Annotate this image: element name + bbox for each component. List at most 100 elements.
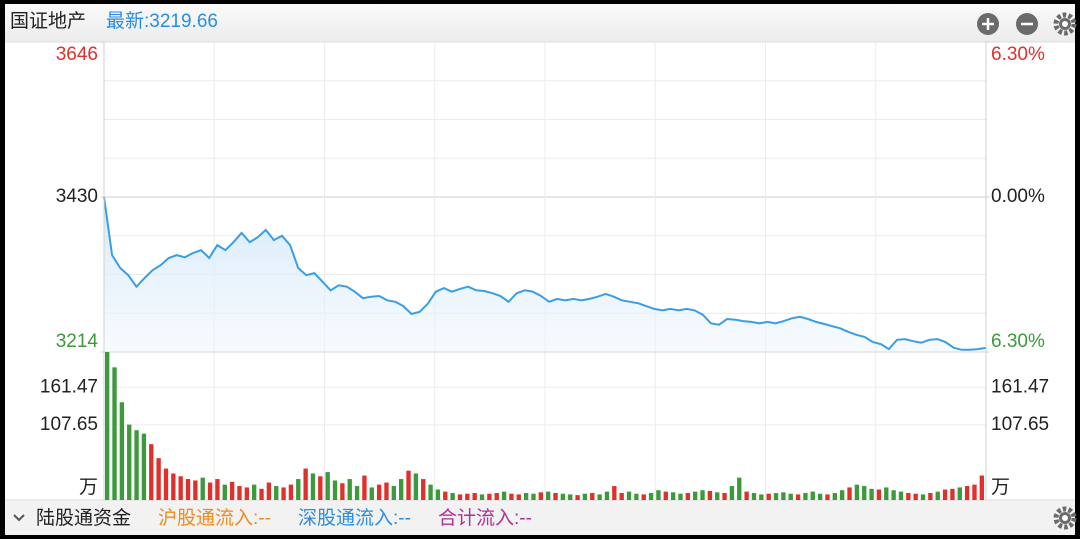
volume-bar [487,493,492,500]
volume-bar [296,479,301,500]
volume-bar [141,433,147,500]
volume-bar [369,487,374,500]
volume-bar [259,488,264,500]
volume-bar [942,489,948,500]
volume-bar [751,493,757,500]
volume-bar [759,494,764,500]
volume-bar [928,493,933,500]
y-tick-label: 107.65 [40,414,98,435]
volume-bar [193,480,198,500]
volume-bar [163,468,169,500]
volume-bar [612,486,617,500]
volume-bar [479,494,485,500]
volume-bar [553,493,558,500]
volume-bar [773,493,779,500]
volume-bar [472,493,477,500]
volume-bar [913,493,918,500]
volume-bar [252,484,257,500]
volume-bar [332,480,338,500]
volume-bar [626,491,632,500]
zoom-out[interactable] [1016,13,1038,35]
volume-bar [325,472,330,500]
volume-bar [964,486,970,500]
volume-bar [663,491,668,500]
volume-bar [693,491,698,500]
volume-bar [105,352,110,500]
volume-bar [347,479,352,500]
volume-bar [266,482,272,500]
volume-bar [920,494,926,500]
volume-bar [207,482,213,500]
footer-title: 陆股通资金 [36,507,131,529]
volume-bar [127,424,132,500]
footer-item: 沪股通流入:-- [158,507,271,529]
volume-bar [935,491,940,500]
volume-bar [847,487,852,500]
volume-bar [737,477,742,500]
volume-bar [575,495,580,500]
volume-bar [237,486,242,500]
volume-bar [281,487,286,500]
volume-bar [795,494,801,500]
volume-bar [678,493,683,500]
latest-price: 最新:3219.66 [106,10,218,32]
volume-bar [457,494,463,500]
volume-bar [428,484,433,500]
volume-bar [560,493,566,500]
volume-bar [825,494,830,500]
zoom-in[interactable] [977,13,999,35]
y2-tick-label: 6.30% [991,44,1045,65]
y-tick-label: 161.47 [40,376,98,397]
volume-bar [670,492,676,500]
collapse-toggle[interactable] [13,514,25,522]
volume-bar [362,475,367,500]
volume-bar [384,482,389,500]
volume-bar [700,490,705,500]
volume-bar [972,484,977,500]
volume-bar [619,493,624,500]
volume-bar [707,490,713,500]
volume-bar [766,493,771,500]
volume-bar [906,493,911,500]
volume-bar [582,493,588,500]
unit-label: 万 [79,477,98,498]
volume-bar [376,484,382,500]
header-title: 国证地产 [10,10,86,32]
settings-footer[interactable] [1053,506,1077,530]
volume-bar [729,486,735,500]
volume-bar [656,490,661,500]
volume-bar [546,491,551,500]
volume-bar [950,488,955,500]
price-line [103,196,987,351]
volume-bar [722,493,727,500]
volume-bar [869,488,874,500]
volume-bar [648,493,654,500]
volume-bar [840,490,845,500]
volume-bar [523,493,529,500]
y-tick-label: 3430 [56,186,98,207]
volume-bar [354,486,360,500]
settings[interactable] [1053,12,1077,36]
volume-bar [685,493,690,500]
volume-bar [443,491,448,500]
volume-bar [112,367,117,500]
footer-item: 合计流入:-- [438,507,532,529]
volume-bar [229,481,235,500]
volume-bar [501,491,507,500]
volume-bar [810,491,815,500]
volume-bar [421,479,426,500]
volume-bar [391,486,396,500]
volume-bar [781,492,786,500]
volume-bar [303,468,308,500]
volume-bar [310,473,316,500]
volume-bar [274,486,279,500]
y2-tick-label: 6.30% [991,331,1045,352]
volume-bar [200,477,205,500]
y2-tick-label: 107.65 [991,414,1049,435]
volume-bar [590,493,595,500]
footer-bar [5,500,1075,535]
volume-bar [641,494,646,500]
unit-label-right: 万 [991,477,1010,498]
volume-bar [134,430,139,500]
